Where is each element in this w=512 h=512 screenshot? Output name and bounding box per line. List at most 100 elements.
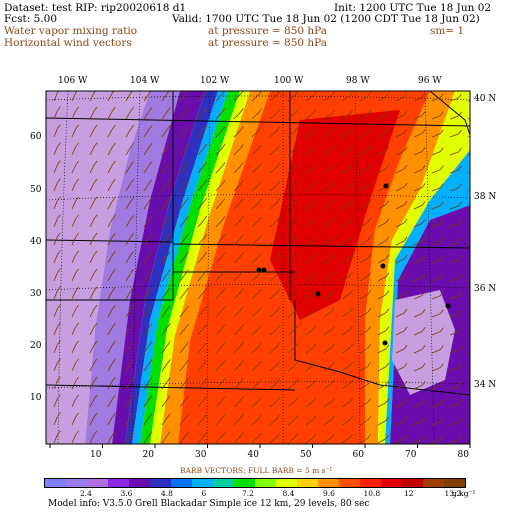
wind-barb: [71, 290, 77, 300]
dry-region-west: [46, 91, 150, 444]
wind-barb: [377, 168, 387, 174]
wind-barb-flag: [258, 396, 262, 402]
wind-barb: [269, 202, 278, 210]
wind-barb-flag: [312, 379, 317, 384]
wind-barb-flag: [258, 108, 262, 114]
wind-barb-flag: [349, 181, 353, 187]
wind-barb-flag: [385, 128, 390, 133]
wind-barb: [107, 362, 113, 372]
wind-barb-flag: [421, 201, 426, 206]
wind-barb: [269, 400, 278, 408]
wind-barb: [359, 96, 368, 102]
wind-barb: [53, 146, 58, 156]
wind-barb-flag: [148, 269, 153, 274]
wind-barb-flag: [239, 144, 244, 149]
wind-barb: [395, 384, 405, 390]
wind-barb-flag: [112, 178, 116, 184]
wind-barb: [197, 381, 205, 390]
wind-barb-flag: [440, 273, 444, 278]
wind-barb: [395, 402, 405, 408]
wind-barb-flag: [440, 345, 444, 350]
wind-barb-flag: [312, 361, 317, 366]
band-purple: [112, 91, 205, 444]
wind-barb: [71, 254, 77, 264]
wind-barb: [377, 240, 387, 246]
wind-barb-flag: [93, 124, 98, 130]
wind-barb: [359, 384, 368, 390]
wind-barb-flag: [312, 271, 317, 276]
wind-barb: [413, 366, 423, 372]
wind-barb-flag: [258, 126, 262, 132]
wind-barb: [377, 204, 387, 210]
wind-barb: [377, 258, 387, 264]
wind-barb: [71, 128, 77, 138]
wind-barb-flag: [276, 234, 281, 240]
wind-barb: [125, 165, 131, 174]
wind-barb-flag: [477, 364, 480, 368]
graticule-8: [46, 284, 470, 291]
wind-barb-flag: [403, 200, 408, 206]
wind-barb: [215, 94, 223, 102]
wind-barb-flag: [148, 197, 153, 202]
wind-barb-flag: [331, 163, 335, 169]
wind-barb: [197, 237, 205, 246]
wind-barb: [197, 255, 205, 264]
wind-barb-flag: [403, 110, 408, 116]
wind-barb-flag: [367, 92, 372, 97]
wind-barb-flag: [276, 360, 281, 366]
color-bar-swatch: [129, 479, 150, 487]
wind-barb: [269, 256, 278, 264]
wind-barb-flag: [239, 126, 244, 131]
wind-barb-flag: [57, 124, 61, 129]
wind-barb: [197, 165, 205, 174]
wind-barb: [449, 367, 459, 372]
wind-barb-flag: [385, 398, 390, 403]
wind-barb-flag: [112, 376, 116, 382]
color-bar-swatch: [213, 479, 234, 487]
grid-y-label: 50: [30, 185, 42, 195]
color-bar-swatch: [423, 479, 444, 487]
wind-barb: [467, 351, 470, 354]
wind-barb-flag: [203, 287, 208, 293]
wind-barb: [161, 219, 168, 228]
wind-barb: [341, 149, 350, 156]
wind-barb: [53, 416, 58, 426]
wind-barb: [143, 417, 150, 426]
wind-barb: [215, 220, 223, 228]
wind-barb-flag: [148, 413, 153, 418]
wind-barb-flag: [367, 290, 372, 295]
wind-barb: [413, 438, 423, 444]
wind-barb: [53, 218, 58, 228]
wind-barb: [143, 327, 150, 336]
wind-barb: [143, 93, 150, 102]
longitude-label: 102 W: [200, 76, 230, 86]
wind-barb-flag: [148, 395, 153, 400]
wind-barb: [287, 364, 296, 372]
wind-barb: [395, 438, 405, 444]
plot-header: Dataset: test RIP: rip20020618 d1 Init: …: [0, 0, 512, 52]
wind-barb: [305, 419, 314, 426]
wind-barb-flag: [440, 399, 444, 404]
wind-barb-flag: [185, 91, 189, 95]
wind-barb-flag: [349, 163, 353, 169]
wind-barb-flag: [421, 363, 426, 368]
wind-barb-flag: [148, 107, 153, 112]
wind-barb: [287, 166, 296, 174]
wind-barb-flag: [403, 164, 408, 170]
color-bar-swatch: [297, 479, 318, 487]
wind-barb: [323, 113, 332, 120]
wind-barb-flag: [75, 358, 80, 364]
wind-barb: [179, 381, 186, 390]
wind-barb: [395, 312, 405, 318]
wind-barb-flag: [276, 306, 281, 312]
color-bar-swatch: [171, 479, 192, 487]
wind-barb: [179, 345, 186, 354]
wind-barb: [467, 405, 470, 408]
wind-barb: [377, 420, 387, 426]
wind-barb-flag: [385, 218, 390, 223]
wind-barb-flag: [166, 251, 171, 256]
wind-barb-flag: [440, 237, 444, 242]
wind-barb: [197, 93, 205, 102]
wind-barb-flag: [421, 147, 426, 152]
wind-barb-flag: [367, 362, 372, 367]
